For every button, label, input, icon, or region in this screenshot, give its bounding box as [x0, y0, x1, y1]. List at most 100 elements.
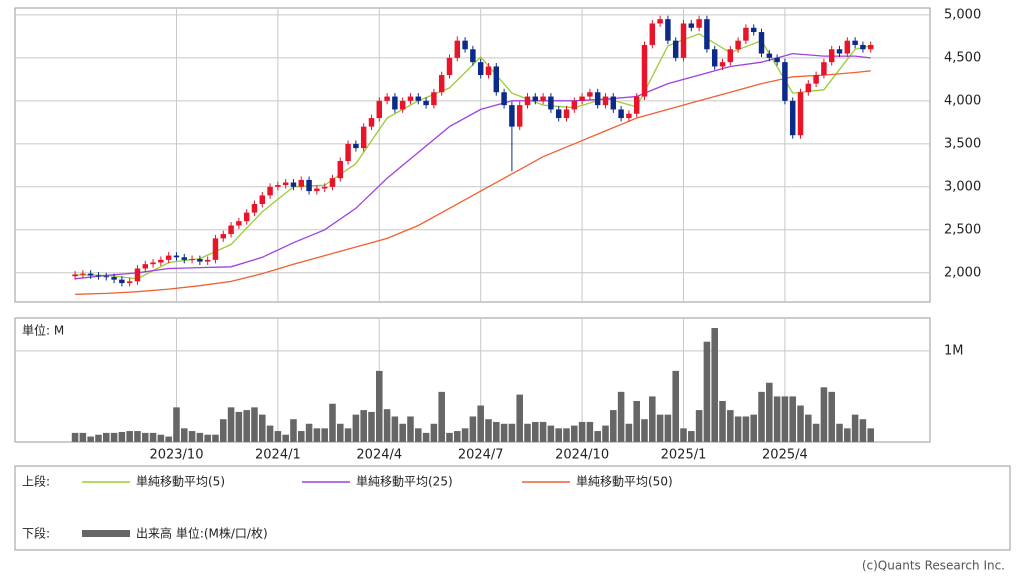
candle-body — [454, 40, 461, 58]
ma-line — [75, 33, 871, 280]
candle-body — [438, 75, 445, 93]
volume-bar — [812, 423, 820, 442]
volume-bar — [438, 391, 445, 442]
volume-bar — [87, 436, 94, 442]
candle-body — [711, 49, 718, 67]
candle-body — [368, 118, 375, 127]
candle-body — [743, 27, 749, 41]
candle-body — [267, 186, 273, 196]
volume-bar — [680, 428, 687, 442]
candle-body — [789, 100, 796, 136]
volume-bar — [516, 394, 523, 442]
candle-body — [95, 275, 102, 277]
candle-body — [329, 178, 336, 187]
candle-body — [399, 100, 406, 110]
candle-body — [485, 66, 492, 76]
candle-body — [236, 221, 242, 226]
candle-body — [243, 212, 250, 222]
volume-bar — [797, 405, 804, 442]
volume-bar — [399, 423, 406, 442]
ma-line — [75, 52, 871, 280]
candle-body — [548, 96, 554, 110]
candle-body — [649, 23, 656, 45]
candle-body — [477, 62, 484, 76]
volume-bar — [407, 416, 414, 442]
candle-body — [212, 238, 219, 260]
legend-box — [14, 465, 1011, 551]
volume-bar — [204, 434, 211, 442]
volume-bar — [266, 425, 274, 442]
volume-bar — [742, 416, 750, 442]
x-tick-label: 2024/10 — [555, 448, 609, 463]
candle-body — [587, 92, 593, 97]
candle-body — [680, 23, 687, 58]
volume-tick-label: 1M — [944, 343, 964, 358]
candle-body — [181, 257, 188, 260]
volume-bar — [758, 391, 765, 442]
legend-volume-swatch — [82, 530, 130, 537]
volume-bar — [617, 391, 625, 442]
volume-bar — [102, 432, 110, 442]
volume-bar — [836, 423, 843, 442]
candle-body — [688, 23, 695, 28]
volume-bar — [532, 421, 539, 442]
volume-bar — [851, 414, 859, 442]
volume-bar — [313, 428, 321, 442]
candle-body — [345, 143, 351, 162]
legend-label: 単純移動平均(25) — [356, 475, 453, 489]
candle-body — [524, 96, 531, 106]
volume-bar — [329, 403, 336, 442]
candle-body — [594, 92, 601, 106]
candle-body — [228, 225, 234, 235]
candle-body — [797, 92, 804, 136]
volume-bar — [118, 431, 126, 442]
volume-bar — [376, 370, 383, 442]
candle-body — [555, 109, 562, 119]
candle-body — [376, 100, 383, 119]
volume-bar — [461, 428, 469, 442]
candle-body — [103, 276, 109, 278]
candle-body — [571, 100, 578, 110]
volume-bar — [734, 416, 742, 442]
volume-bar — [766, 382, 773, 442]
candle-body — [282, 182, 289, 186]
volume-bar — [173, 407, 180, 442]
volume-bar — [641, 419, 648, 442]
y-tick-label: 2,000 — [944, 265, 981, 280]
candle-body — [735, 40, 741, 50]
candle-body — [337, 161, 344, 179]
volume-bar — [789, 396, 796, 442]
y-tick-label: 5,000 — [944, 7, 981, 22]
candle-body — [446, 57, 453, 76]
volume-bar — [305, 423, 313, 442]
volume-bar — [859, 419, 867, 442]
x-tick-label: 2024/1 — [255, 448, 301, 463]
candle-body — [860, 44, 866, 50]
volume-bar — [828, 391, 835, 442]
candle-body — [852, 40, 858, 45]
candle-body — [501, 92, 507, 106]
volume-bar — [711, 328, 718, 442]
candle-body — [111, 277, 117, 280]
candle-body — [353, 143, 359, 149]
volume-bar — [422, 432, 430, 442]
y-tick-label: 3,500 — [944, 136, 981, 151]
candle-body — [493, 66, 500, 93]
candle-body — [657, 19, 663, 24]
candle-body — [158, 259, 164, 263]
x-tick-label: 2024/7 — [458, 448, 504, 463]
footer: (c)Quants Research Inc. — [862, 559, 1005, 573]
candle-body — [360, 126, 367, 149]
volume-bar — [95, 434, 102, 442]
candle-body — [696, 19, 702, 28]
candle-body — [392, 96, 398, 110]
volume-bar — [321, 428, 328, 442]
candle-body — [470, 49, 476, 63]
volume-bar — [500, 423, 508, 442]
volume-bar — [235, 411, 243, 442]
volume-bar — [282, 434, 289, 442]
candle-body — [298, 179, 305, 187]
candle-body — [431, 92, 437, 106]
candle-body — [727, 49, 734, 63]
candle-body — [665, 19, 671, 41]
